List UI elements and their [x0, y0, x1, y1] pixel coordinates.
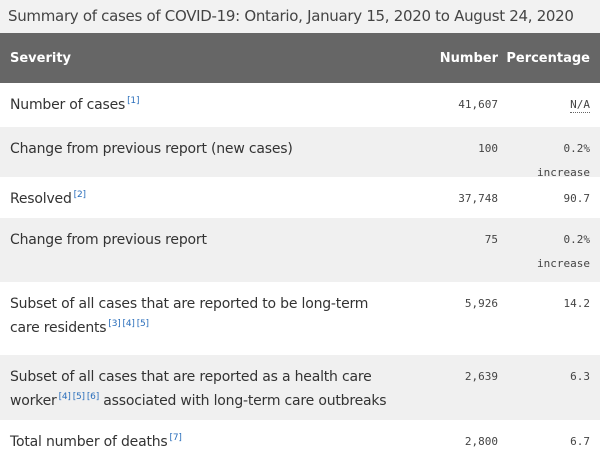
row-label: Change from previous report	[0, 228, 398, 252]
percentage-value: 14.2	[563, 297, 591, 310]
row-number: 100	[478, 142, 498, 155]
percentage-note: increase	[537, 257, 590, 270]
footnote-link[interactable]: [4]	[58, 392, 71, 403]
percentage-value: 6.3	[570, 370, 590, 383]
table-row: Subset of all cases that are reported to…	[0, 282, 600, 355]
footnote-link[interactable]: [3]	[108, 319, 121, 330]
footnote-link[interactable]: [5]	[72, 392, 85, 403]
percentage-value: 0.2%	[563, 142, 591, 155]
label-text: Subset of all cases that are reported to…	[10, 296, 369, 336]
row-number: 41,607	[458, 98, 498, 111]
header-severity: Severity	[10, 50, 72, 66]
row-label: Subset of all cases that are reported as…	[0, 365, 398, 413]
row-percentage: 14.2	[498, 292, 600, 316]
table-row: Number of cases [1] 41,607 N/A	[0, 83, 600, 127]
table-row: Change from previous report (new cases) 1…	[0, 127, 600, 179]
footnote-link[interactable]: [1]	[127, 96, 140, 107]
row-percentage: 0.2% increase	[498, 228, 600, 276]
table-row: Change from previous report 75 0.2% increas…	[0, 218, 600, 282]
row-percentage: 6.3	[498, 365, 600, 389]
table-header: Severity Number Percentage	[0, 33, 600, 83]
label-text: Change from previous report (new cases)	[10, 141, 293, 157]
label-text: Subset of all cases that are reported as…	[10, 369, 372, 409]
table-row: Subset of all cases that are reported as…	[0, 355, 600, 420]
row-percentage: 0.2% increase	[498, 137, 600, 185]
table-row: Resolved [2] 37,748 90.7	[0, 177, 600, 218]
label-text: Total number of deaths	[10, 434, 168, 450]
row-number: 2,800	[464, 435, 498, 448]
footnote-link[interactable]: [6]	[86, 392, 100, 403]
row-label: Resolved [2]	[0, 187, 398, 211]
table-row: Total number of deaths [7] 2,800 6.7	[0, 420, 600, 459]
percentage-value: 90.7	[563, 192, 591, 205]
percentage-value: N/A	[570, 98, 590, 113]
label-text-continued: associated with long-term care outbreaks	[103, 393, 387, 409]
percentage-value: 6.7	[570, 435, 590, 448]
table-body: Number of cases [1] 41,607 N/A Change from p…	[0, 83, 600, 459]
header-number: Number	[439, 50, 498, 66]
footnote-link[interactable]: [4]	[122, 319, 135, 330]
table-caption: Summary of cases of COVID-19: Ontario, J…	[0, 0, 600, 33]
row-label: Subset of all cases that are reported to…	[0, 292, 398, 340]
row-label: Number of cases [1]	[0, 93, 398, 117]
footnote-link[interactable]: [2]	[73, 190, 86, 201]
label-text: Resolved	[10, 191, 72, 207]
label-text: Change from previous report	[10, 232, 207, 248]
row-percentage: 90.7	[498, 187, 600, 211]
label-text: Number of cases	[10, 97, 126, 113]
row-percentage: 6.7	[498, 430, 600, 454]
row-number: 37,748	[458, 192, 498, 205]
footnote-link[interactable]: [5]	[136, 319, 149, 330]
footnote-link[interactable]: [7]	[169, 433, 182, 444]
row-number: 5,926	[464, 297, 498, 310]
row-number: 2,639	[464, 370, 498, 383]
row-number: 75	[484, 233, 498, 246]
header-percentage: Percentage	[506, 50, 590, 66]
row-percentage: N/A	[498, 93, 600, 117]
percentage-note: increase	[537, 166, 590, 179]
row-label: Total number of deaths [7]	[0, 430, 398, 454]
percentage-value: 0.2%	[563, 233, 591, 246]
row-label: Change from previous report (new cases)	[0, 137, 398, 161]
